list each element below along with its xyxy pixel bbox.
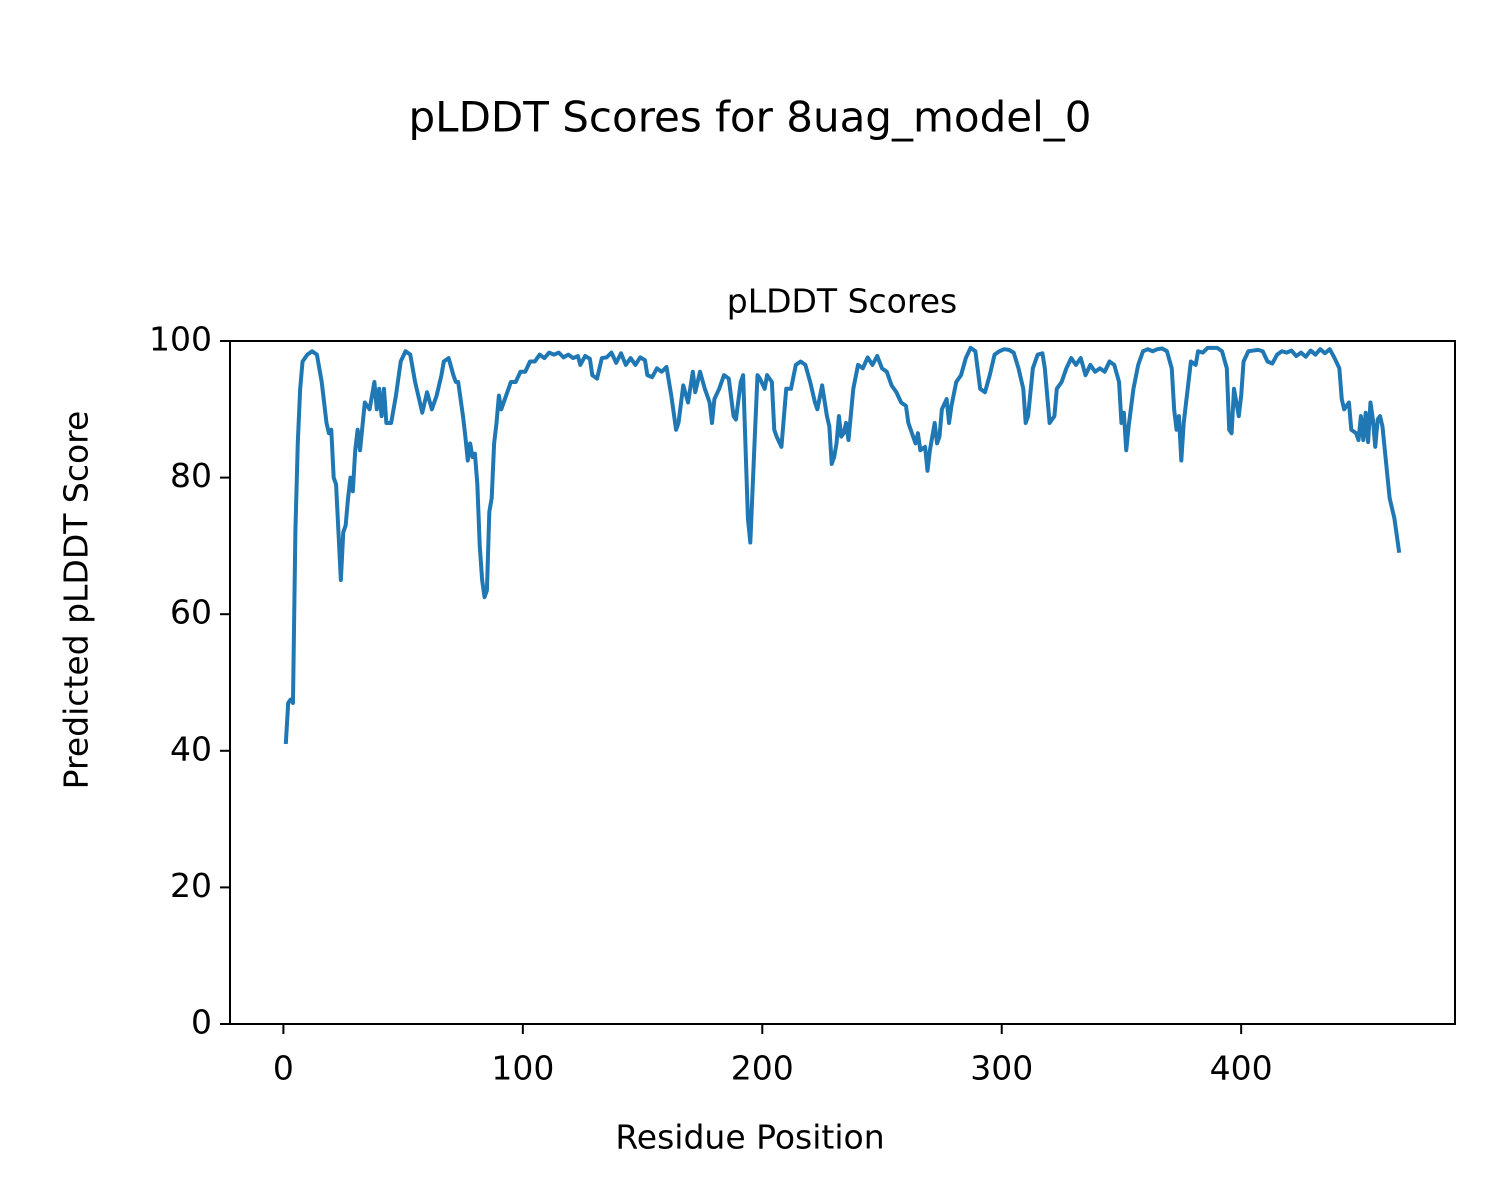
x-tick-label: 300 <box>970 1049 1033 1088</box>
y-tick-label: 20 <box>170 866 212 905</box>
x-axis-label: Residue Position <box>615 1118 884 1157</box>
y-tick-label: 40 <box>170 729 212 768</box>
y-axis-label: Predicted pLDDT Score <box>57 411 96 790</box>
axes-title: pLDDT Scores <box>727 282 957 321</box>
y-tick-label: 0 <box>191 1003 212 1042</box>
y-tick-label: 80 <box>170 456 212 495</box>
x-tick-label: 400 <box>1210 1049 1273 1088</box>
line-series <box>283 345 1402 745</box>
axes-frame <box>229 340 1456 1025</box>
x-tick-label: 100 <box>491 1049 554 1088</box>
x-tick-label: 0 <box>273 1049 294 1088</box>
figure-title: pLDDT Scores for 8uag_model_0 <box>409 93 1092 142</box>
y-tick-label: 60 <box>170 593 212 632</box>
y-tick-label: 100 <box>149 320 212 359</box>
x-tick-label: 200 <box>731 1049 794 1088</box>
